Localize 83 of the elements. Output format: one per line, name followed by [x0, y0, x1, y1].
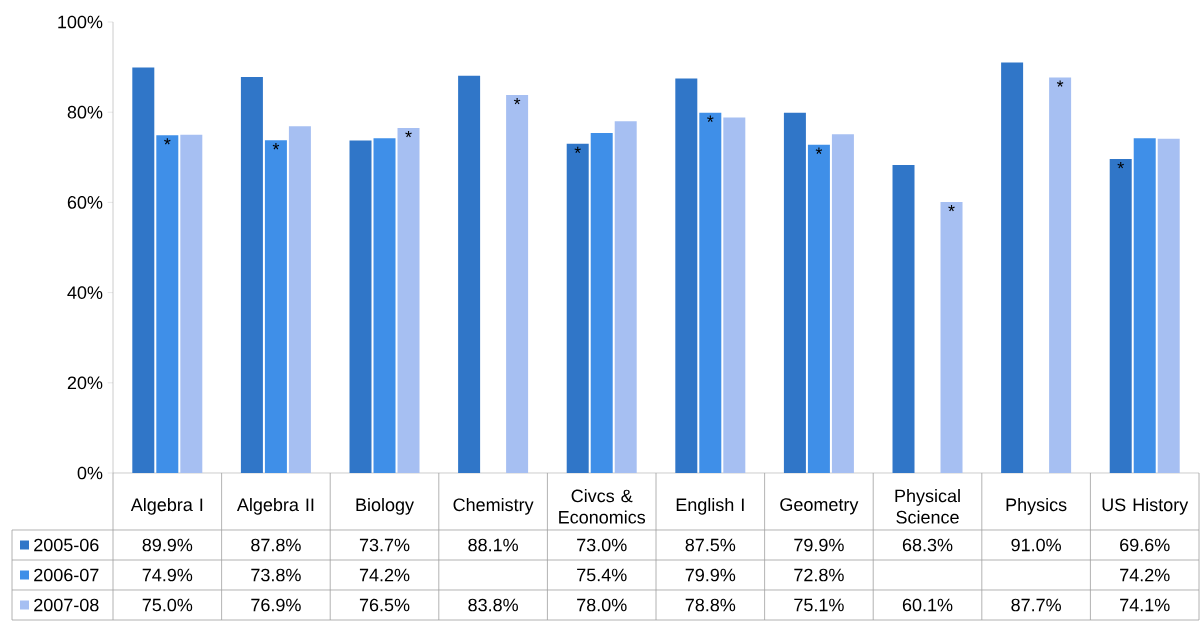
- data-label: 74.2%: [359, 568, 410, 582]
- data-label: 76.9%: [251, 598, 301, 612]
- data-label: 78.8%: [685, 598, 736, 612]
- bar: [349, 140, 372, 473]
- data-label: 60.1%: [902, 598, 953, 612]
- data-label: 88.1%: [468, 538, 518, 552]
- bar: [566, 143, 589, 473]
- data-label: 73.7%: [359, 538, 410, 552]
- data-label: 69.6%: [1120, 538, 1170, 552]
- y-tick-label: 0%: [77, 466, 103, 480]
- x-tick-label: Algebra II: [236, 497, 314, 515]
- data-label: 68.3%: [902, 538, 953, 552]
- bar: [1133, 138, 1156, 473]
- legend-label: 2005-06: [34, 538, 99, 552]
- data-label: 87.8%: [251, 538, 301, 552]
- bar: [614, 121, 637, 473]
- bar: [1001, 62, 1024, 473]
- annotation: *: [272, 143, 280, 150]
- y-tick-label: 40%: [67, 286, 103, 299]
- data-label: 75.0%: [142, 598, 193, 612]
- bar: [807, 144, 830, 473]
- bar: [506, 95, 529, 473]
- x-tick-label: Chemistry: [453, 497, 534, 515]
- data-label: 74.1%: [1120, 598, 1170, 612]
- x-tick-label: Algebra I: [130, 497, 203, 515]
- data-label: 72.8%: [794, 568, 844, 582]
- data-label: 78.0%: [577, 598, 627, 612]
- data-label: 75.4%: [577, 568, 627, 582]
- bar: [590, 132, 613, 473]
- data-label: 91.0%: [1011, 538, 1061, 552]
- bar: [940, 201, 963, 473]
- data-label: 89.9%: [142, 538, 193, 552]
- bar: [699, 112, 722, 473]
- data-label: 87.5%: [685, 538, 736, 552]
- annotation: *: [948, 204, 955, 212]
- data-label: 76.5%: [359, 598, 410, 612]
- annotation: *: [1117, 162, 1124, 169]
- data-label: 75.1%: [794, 598, 844, 612]
- x-tick-label: Physical Science: [895, 489, 960, 524]
- bar: [458, 75, 481, 473]
- y-tick-label: 60%: [67, 196, 103, 209]
- x-tick-label: Geometry: [780, 498, 859, 515]
- bar: [397, 127, 420, 473]
- data-label: 73.0%: [577, 538, 627, 552]
- bar: [1157, 138, 1180, 473]
- annotation: *: [1056, 80, 1064, 87]
- legend-label: 2007-08: [34, 598, 99, 612]
- x-tick-label: English I: [676, 497, 744, 515]
- data-label: 79.9%: [685, 568, 736, 582]
- annotation: *: [574, 146, 581, 154]
- legend-label: 2006-07: [34, 568, 99, 582]
- bar: [783, 112, 806, 473]
- bar: [132, 67, 155, 473]
- bar: [723, 117, 746, 473]
- bar: [1109, 159, 1132, 473]
- annotation: *: [405, 130, 412, 138]
- data-label: 73.8%: [251, 568, 301, 582]
- x-tick-label: Civcs & Economics: [559, 489, 646, 524]
- bar: [675, 78, 698, 473]
- bar: [156, 135, 179, 473]
- x-tick-label: US History: [1102, 497, 1189, 515]
- data-label: 87.7%: [1011, 598, 1061, 612]
- bar: [240, 77, 263, 473]
- data-label: 74.9%: [142, 568, 193, 582]
- x-tick-label: Biology: [356, 497, 414, 515]
- annotation: *: [707, 115, 714, 122]
- bar: [831, 134, 854, 473]
- annotation: *: [513, 98, 521, 105]
- bar: [892, 164, 915, 473]
- bar: [373, 138, 396, 473]
- bar: [180, 134, 203, 473]
- data-label: 83.8%: [468, 598, 518, 612]
- data-label: 74.2%: [1120, 568, 1170, 582]
- annotation: *: [164, 138, 171, 145]
- data-label: 79.9%: [794, 538, 844, 552]
- annotation: *: [815, 147, 823, 154]
- y-tick-label: 100%: [58, 15, 103, 29]
- y-tick-label: 20%: [67, 376, 103, 390]
- bar: [288, 126, 311, 473]
- x-tick-label: Physics: [1006, 497, 1067, 515]
- y-tick-label: 80%: [67, 105, 103, 119]
- bar: [264, 140, 287, 473]
- bar: [1049, 77, 1072, 473]
